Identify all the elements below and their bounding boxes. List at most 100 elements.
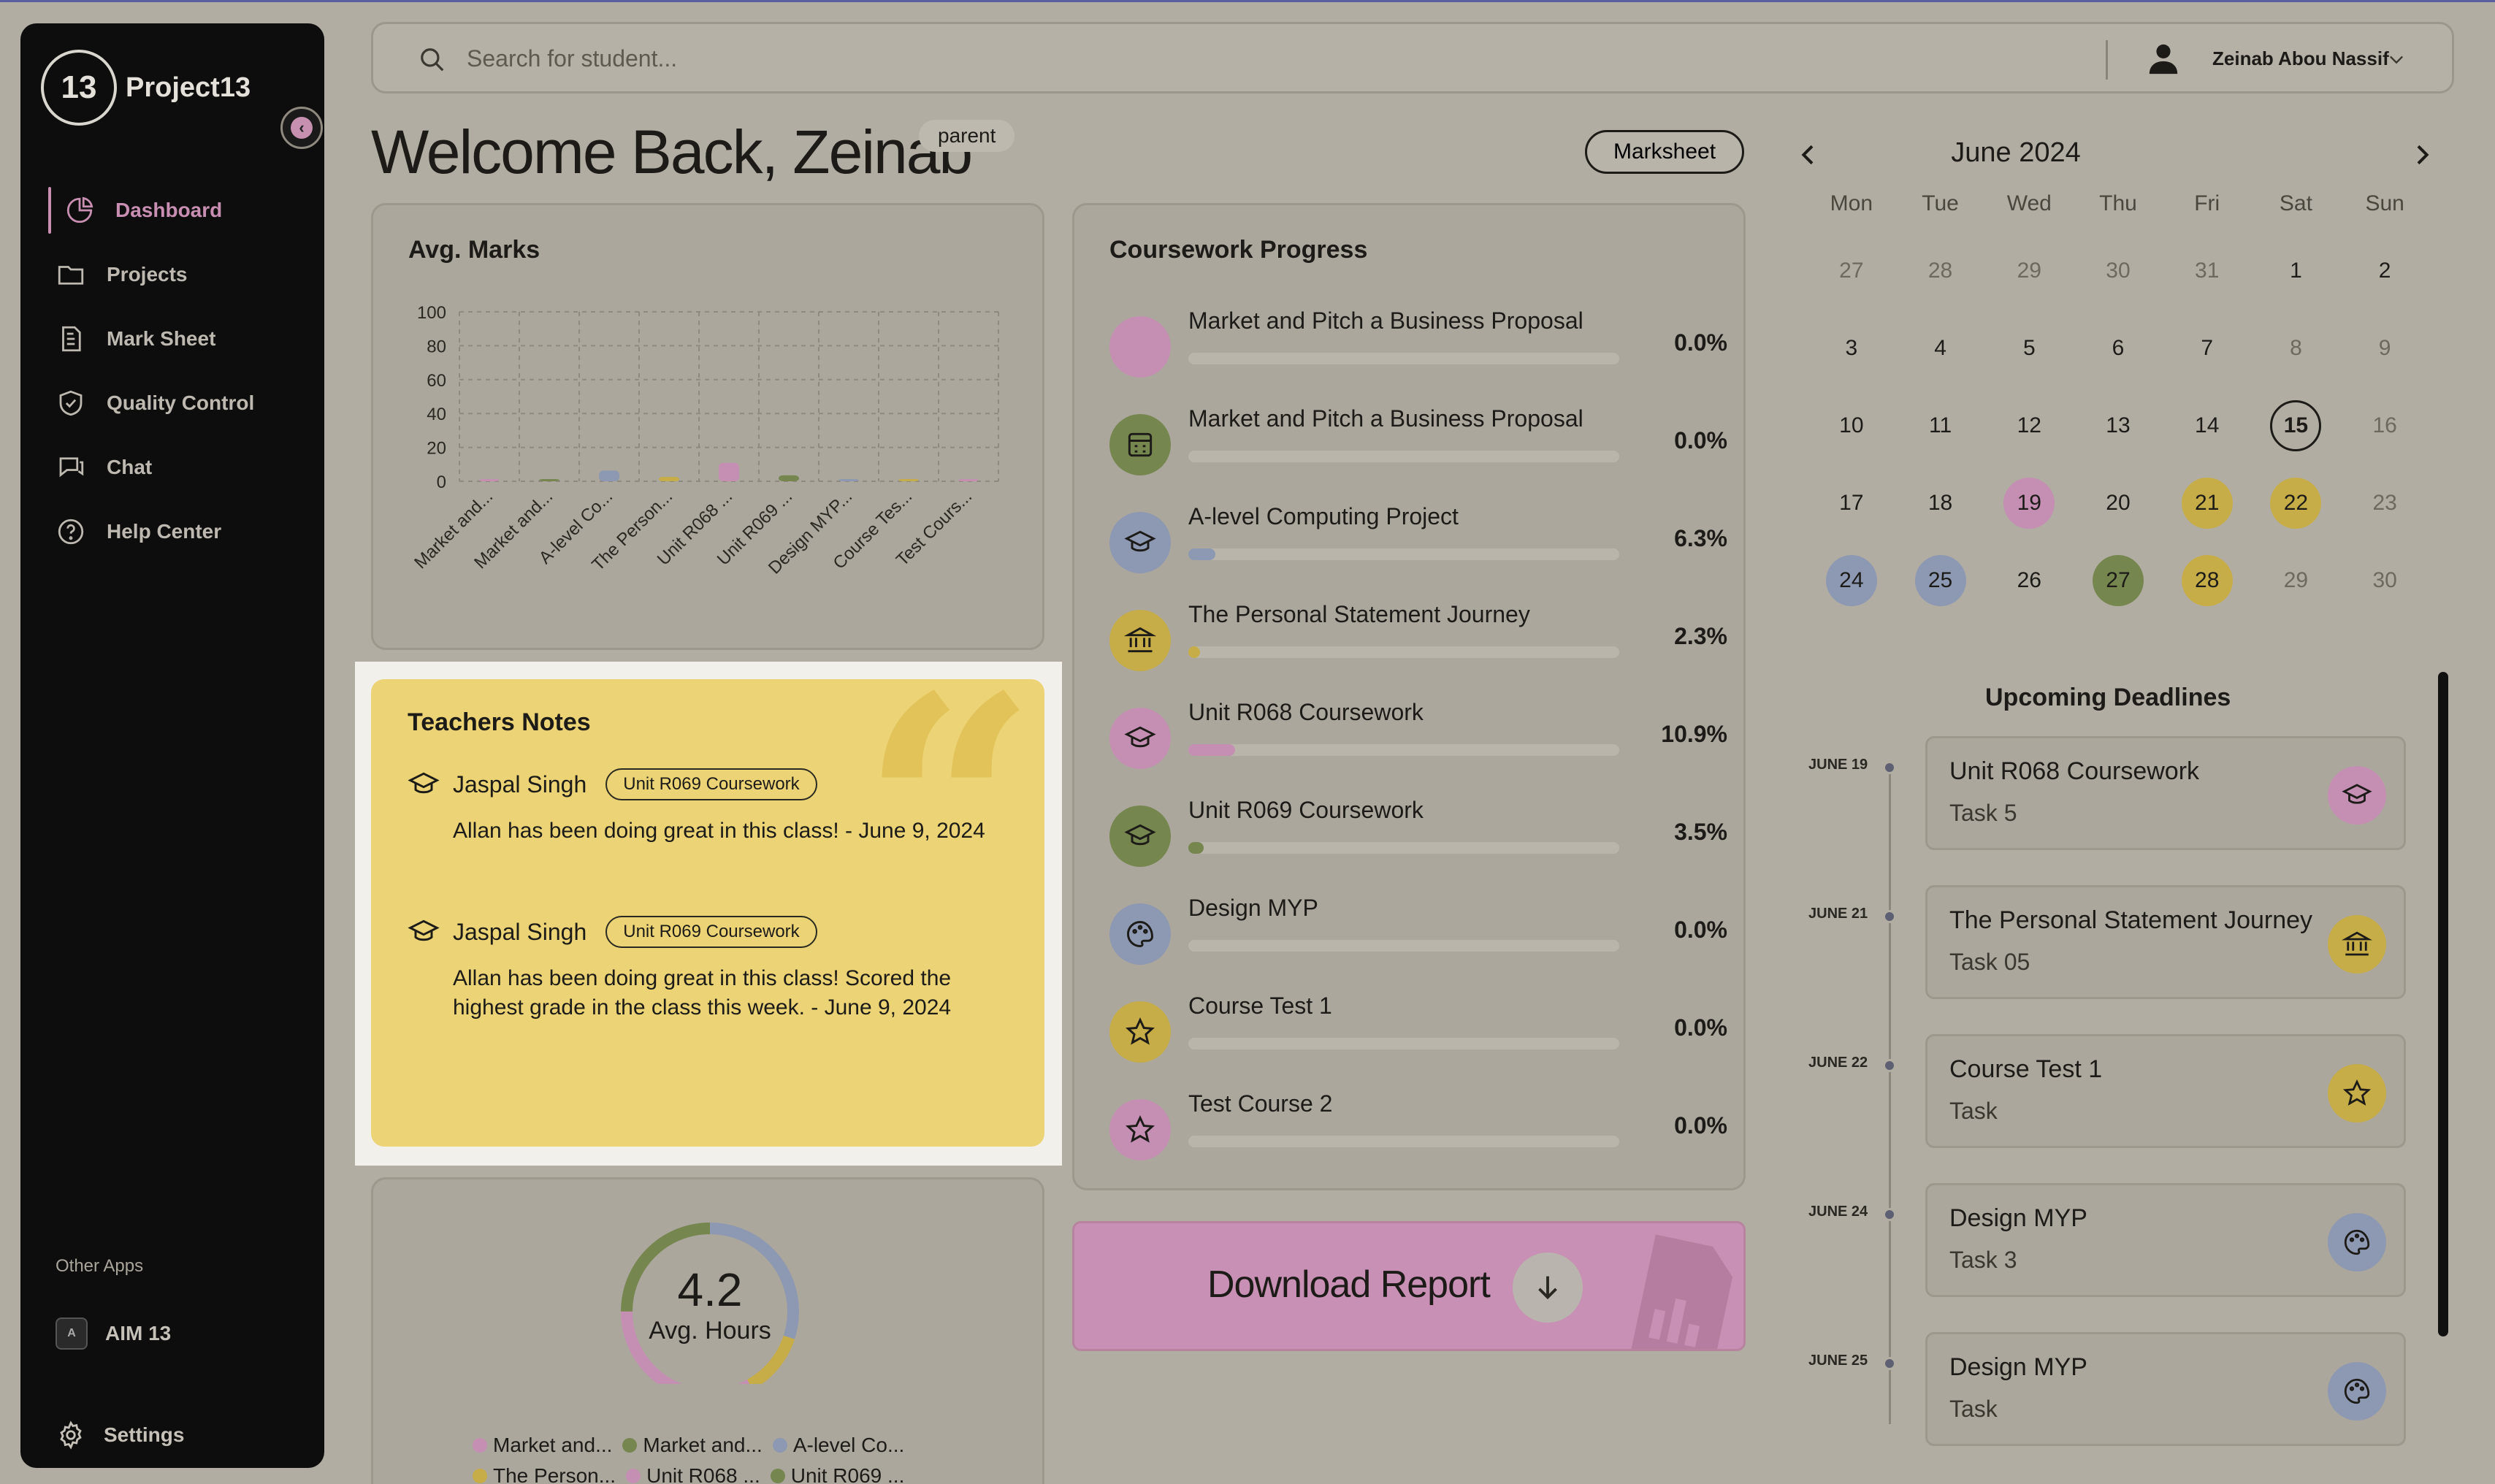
calendar-day[interactable]: 18 [1927, 491, 1953, 515]
sidebar-item-quality-control[interactable]: Quality Control [20, 371, 324, 435]
calendar-day[interactable]: 6 [2112, 336, 2125, 360]
other-app-label: AIM 13 [105, 1322, 172, 1345]
calendar-day[interactable]: 12 [2017, 413, 2041, 437]
deadlines-scrollbar[interactable] [2438, 672, 2448, 1336]
legend-swatch [772, 1438, 787, 1453]
chevron-down-icon[interactable] [2386, 49, 2407, 69]
calendar-day[interactable]: 24 [1825, 555, 1877, 606]
document-icon [62, 326, 81, 352]
star-icon [1126, 1115, 1155, 1143]
student-search-input[interactable] [467, 40, 1927, 77]
calendar-day[interactable]: 31 [2195, 259, 2220, 283]
calendar-day[interactable]: 14 [2195, 413, 2220, 437]
calendar-day[interactable]: 15 [2270, 400, 2322, 451]
calendar-day[interactable]: 16 [2372, 413, 2397, 437]
sidebar-item-projects[interactable]: Projects [20, 242, 324, 307]
coursework-badge [1109, 414, 1171, 475]
coursework-item[interactable]: Design MYP 0.0% [1109, 887, 1727, 985]
download-button[interactable] [1513, 1252, 1583, 1323]
legend-swatch [473, 1438, 487, 1453]
coursework-name: Market and Pitch a Business Proposal [1188, 405, 1583, 432]
sidebar-collapse-button[interactable]: ‹ [280, 107, 323, 149]
progress-track [1188, 1038, 1619, 1049]
calendar-day[interactable]: 7 [2201, 336, 2214, 360]
sidebar-item-mark-sheet[interactable]: Mark Sheet [20, 307, 324, 371]
calendar-year: 2024 [2019, 137, 2081, 168]
calendar-day[interactable]: 9 [2378, 336, 2391, 360]
calendar-day[interactable]: 17 [1839, 491, 1864, 515]
deadlines-timeline [1889, 767, 1891, 1424]
calendar-day[interactable]: 29 [2283, 568, 2309, 592]
deadline-card[interactable]: Unit R068 Coursework Task 5 [1925, 736, 2406, 850]
app-logo[interactable]: 13 Project13 [41, 50, 251, 126]
coursework-item[interactable]: Market and Pitch a Business Proposal 0.0% [1109, 398, 1727, 496]
legend-label: Unit R068 ... [646, 1464, 760, 1484]
download-report-card[interactable]: Download Report [1072, 1221, 1746, 1351]
calendar-day[interactable]: 26 [2017, 568, 2041, 592]
sidebar-item-dashboard[interactable]: Dashboard [20, 178, 324, 242]
palette-icon [2344, 1378, 2370, 1404]
calendar-day[interactable]: 29 [2017, 259, 2041, 283]
marksheet-button[interactable]: Marksheet [1585, 130, 1744, 174]
calendar-day[interactable]: 1 [2290, 259, 2302, 283]
calendar-day[interactable]: 5 [2022, 336, 2036, 360]
coursework-item[interactable]: Course Test 1 0.0% [1109, 985, 1727, 1083]
calendar-day[interactable]: 4 [1934, 336, 1946, 360]
other-app-aim13[interactable]: A AIM 13 [56, 1317, 171, 1350]
calendar-day[interactable]: 28 [2181, 555, 2233, 606]
coursework-item[interactable]: Market and Pitch a Business Proposal 0.0% [1109, 300, 1727, 398]
user-avatar-icon[interactable] [2147, 42, 2180, 75]
calendar-day[interactable]: 2 [2378, 259, 2391, 283]
bar [779, 475, 799, 481]
calendar-prev-month-icon[interactable] [1794, 140, 1823, 169]
deadline-badge [2328, 1362, 2386, 1420]
calendar-day[interactable]: 30 [2372, 568, 2397, 592]
deadline-badge [2328, 915, 2386, 974]
calendar-day[interactable]: 25 [1914, 555, 1966, 606]
graduation-cap-icon [408, 919, 440, 941]
calendar-grid: Mon Tue Wed Thu Fri Sat Sun 27 28 29 30 31 1 2 3 4 5 6 7 8 9… [1807, 191, 2429, 619]
calendar-day[interactable]: 27 [1839, 259, 1864, 283]
deadline-card[interactable]: Design MYP Task [1925, 1332, 2406, 1446]
bar [539, 479, 559, 481]
calendar-day[interactable]: 10 [1839, 413, 1864, 437]
calendar-day[interactable]: 22 [2270, 478, 2322, 529]
calendar-next-month-icon[interactable] [2407, 140, 2437, 169]
calendar-day[interactable]: 8 [2290, 336, 2302, 360]
legend-item: Market and... [473, 1434, 612, 1457]
coursework-item[interactable]: Test Course 2 0.0% [1109, 1083, 1727, 1181]
deadline-card[interactable]: The Personal Statement Journey Task 05 [1925, 885, 2406, 999]
calendar-day[interactable]: 3 [1845, 336, 1858, 360]
deadline-card[interactable]: Design MYP Task 3 [1925, 1183, 2406, 1297]
deadline-card[interactable]: Course Test 1 Task [1925, 1034, 2406, 1148]
calendar-day[interactable]: 23 [2372, 491, 2397, 515]
user-name[interactable]: Zeinab Abou Nassif [2212, 47, 2389, 69]
calendar-day[interactable]: 20 [2106, 491, 2131, 515]
coursework-item[interactable]: Unit R069 Coursework 3.5% [1109, 789, 1727, 887]
calendar-day[interactable]: 27 [2092, 555, 2144, 606]
calendar-day[interactable]: 13 [2106, 413, 2131, 437]
calendar-day[interactable]: 30 [2106, 259, 2131, 283]
coursework-name: A-level Computing Project [1188, 503, 1459, 529]
legend-item: The Person... [473, 1464, 616, 1484]
calendar-day[interactable]: 28 [1927, 259, 1953, 283]
calendar-day[interactable]: 11 [1928, 413, 1952, 437]
legend-item: Market and... [622, 1434, 763, 1457]
coursework-item[interactable]: Unit R068 Coursework 10.9% [1109, 692, 1727, 789]
chat-icon [59, 457, 84, 478]
sidebar: 13 Project13 Dashboard Projects Mark Sheet… [20, 23, 324, 1468]
sidebar-item-help-center[interactable]: Help Center [20, 500, 324, 564]
bar [479, 479, 500, 481]
settings-button[interactable]: Settings [56, 1420, 184, 1450]
coursework-item[interactable]: The Personal Statement Journey 2.3% [1109, 594, 1727, 692]
deadline-date: JUNE 24 [1808, 1204, 1868, 1220]
sidebar-item-chat[interactable]: Chat [20, 435, 324, 500]
calendar-day[interactable]: 21 [2181, 478, 2233, 529]
download-report-label: Download Report [1207, 1263, 1491, 1306]
coursework-item[interactable]: A-level Computing Project 6.3% [1109, 496, 1727, 594]
bar [838, 479, 859, 481]
calendar-week: 3 4 5 6 7 8 9 [1807, 310, 2429, 387]
calendar-day[interactable]: 19 [2003, 478, 2055, 529]
weekday-label: Sun [2365, 191, 2404, 215]
legend-swatch [626, 1469, 641, 1483]
